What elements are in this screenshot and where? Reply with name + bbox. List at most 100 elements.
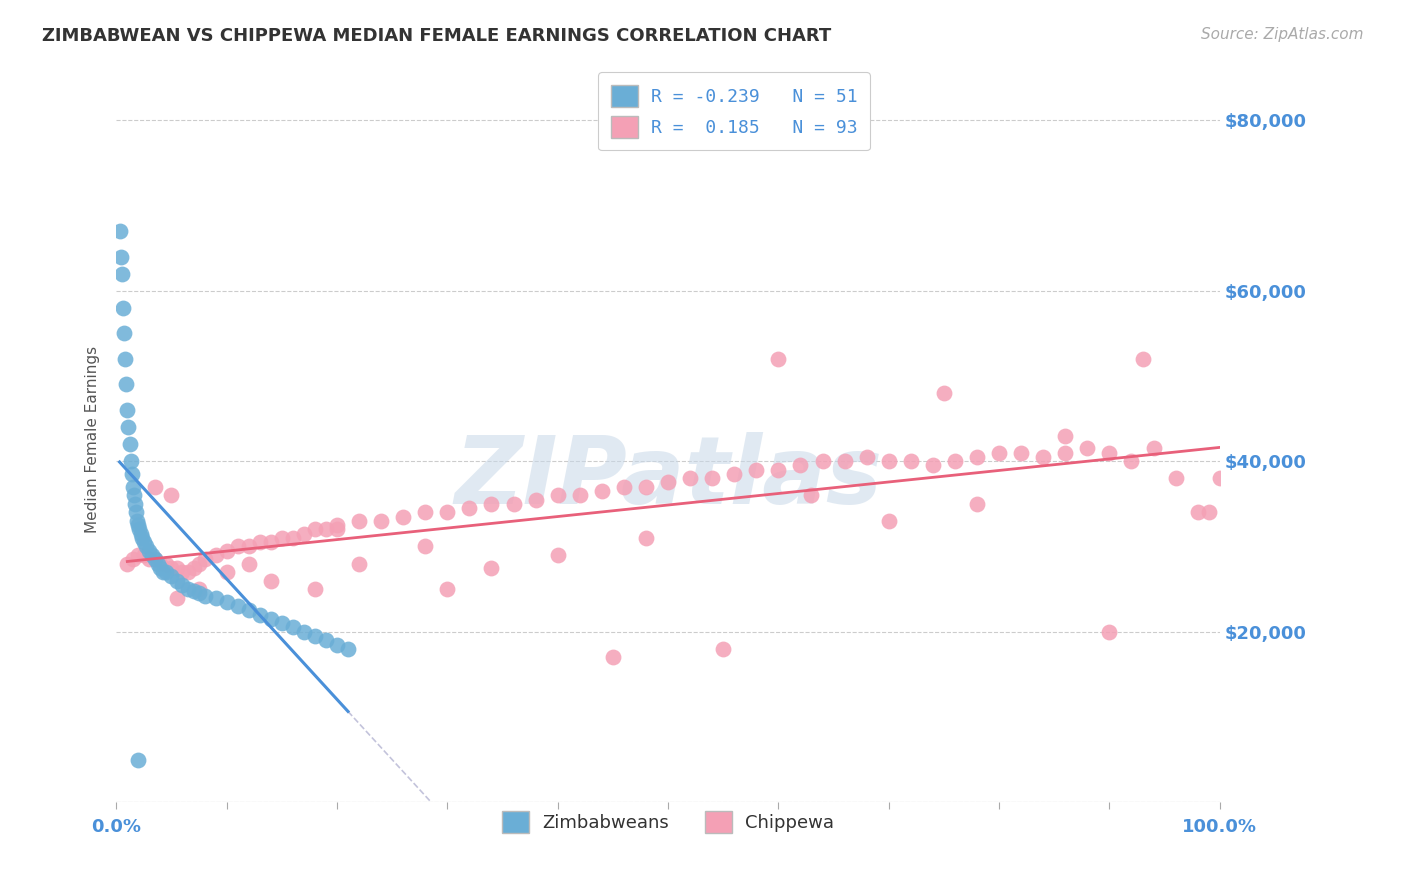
Point: [811, 454, 834, 468]
Point: [326, 638, 349, 652]
Point: [877, 514, 900, 528]
Point: [347, 557, 370, 571]
Point: [112, 326, 135, 341]
Point: [115, 377, 138, 392]
Point: [315, 633, 337, 648]
Point: [304, 582, 326, 596]
Y-axis label: Median Female Earnings: Median Female Earnings: [86, 346, 100, 533]
Point: [1209, 471, 1232, 485]
Point: [138, 543, 160, 558]
Point: [132, 535, 155, 549]
Point: [392, 509, 415, 524]
Point: [122, 488, 145, 502]
Point: [281, 531, 304, 545]
Point: [613, 480, 636, 494]
Point: [111, 267, 134, 281]
Point: [260, 574, 283, 588]
Point: [172, 565, 194, 579]
Point: [1054, 445, 1077, 459]
Point: [249, 607, 271, 622]
Point: [149, 557, 172, 571]
Point: [315, 522, 337, 536]
Point: [177, 582, 200, 596]
Point: [458, 501, 481, 516]
Point: [524, 492, 547, 507]
Point: [183, 561, 205, 575]
Point: [292, 624, 315, 639]
Point: [260, 535, 283, 549]
Point: [127, 548, 149, 562]
Point: [121, 552, 143, 566]
Point: [183, 583, 205, 598]
Point: [166, 574, 188, 588]
Point: [1164, 471, 1187, 485]
Point: [900, 454, 922, 468]
Point: [149, 561, 172, 575]
Point: [143, 552, 166, 566]
Point: [127, 514, 149, 528]
Point: [226, 599, 249, 614]
Point: [188, 557, 211, 571]
Text: ZIMBABWEAN VS CHIPPEWA MEDIAN FEMALE EARNINGS CORRELATION CHART: ZIMBABWEAN VS CHIPPEWA MEDIAN FEMALE EAR…: [42, 27, 831, 45]
Point: [966, 497, 988, 511]
Point: [413, 505, 436, 519]
Point: [877, 454, 900, 468]
Point: [117, 557, 139, 571]
Point: [436, 582, 458, 596]
Point: [337, 641, 360, 656]
Point: [125, 505, 148, 519]
Point: [238, 557, 260, 571]
Point: [127, 518, 149, 533]
Point: [152, 565, 174, 579]
Point: [128, 522, 150, 536]
Point: [260, 612, 283, 626]
Point: [138, 552, 160, 566]
Point: [657, 475, 679, 490]
Point: [215, 543, 238, 558]
Point: [745, 463, 768, 477]
Point: [120, 454, 142, 468]
Point: [160, 561, 183, 575]
Point: [143, 480, 166, 494]
Point: [436, 505, 458, 519]
Point: [702, 471, 724, 485]
Point: [155, 557, 177, 571]
Point: [270, 531, 292, 545]
Point: [141, 548, 163, 562]
Text: Source: ZipAtlas.com: Source: ZipAtlas.com: [1201, 27, 1364, 42]
Point: [966, 450, 988, 464]
Point: [591, 483, 613, 498]
Point: [166, 561, 188, 575]
Point: [188, 586, 211, 600]
Point: [634, 480, 657, 494]
Point: [1132, 351, 1154, 366]
Point: [943, 454, 966, 468]
Point: [1076, 442, 1098, 456]
Point: [111, 301, 134, 315]
Point: [121, 467, 143, 481]
Point: [1198, 505, 1220, 519]
Point: [768, 351, 790, 366]
Point: [481, 497, 503, 511]
Point: [502, 497, 524, 511]
Point: [131, 531, 153, 545]
Point: [188, 582, 211, 596]
Point: [177, 565, 200, 579]
Point: [1032, 450, 1054, 464]
Point: [129, 526, 152, 541]
Point: [834, 454, 856, 468]
Point: [132, 548, 155, 562]
Point: [143, 552, 166, 566]
Point: [108, 224, 131, 238]
Point: [326, 522, 349, 536]
Point: [204, 591, 226, 605]
Point: [568, 488, 591, 502]
Point: [121, 480, 143, 494]
Point: [172, 578, 194, 592]
Point: [215, 565, 238, 579]
Point: [711, 641, 734, 656]
Point: [117, 420, 139, 434]
Point: [547, 548, 569, 562]
Point: [292, 526, 315, 541]
Legend: Zimbabweans, Chippewa: Zimbabweans, Chippewa: [492, 800, 845, 844]
